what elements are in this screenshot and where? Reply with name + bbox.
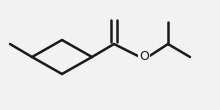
Text: O: O [139, 50, 149, 63]
